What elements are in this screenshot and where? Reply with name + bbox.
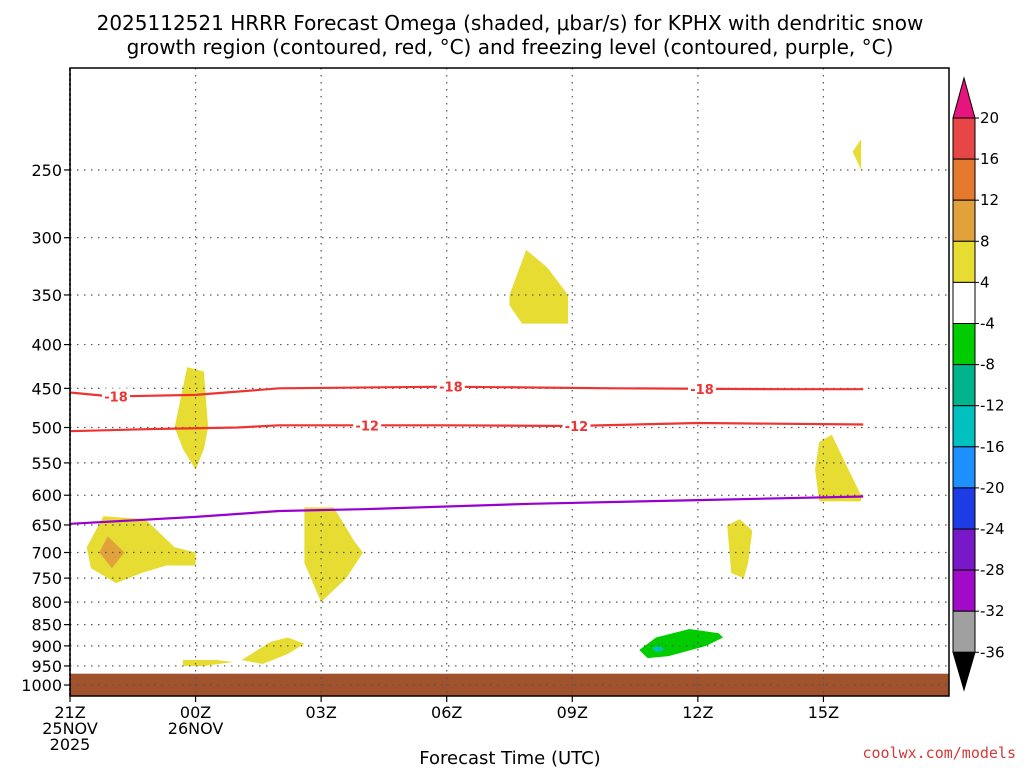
isotherm--12-label: -12 — [355, 419, 379, 434]
colorbar-swatch-0 — [952, 117, 976, 160]
colorbar-swatch-3 — [952, 240, 976, 283]
isotherm-label-bg — [688, 380, 717, 396]
isotherm--18-label: -18 — [439, 381, 463, 396]
isotherm-label-bg — [102, 388, 131, 404]
colorbar-top-arrow — [952, 76, 976, 119]
y-tick-label-800: 800 — [31, 593, 62, 612]
surface-fill — [70, 673, 949, 696]
colorbar-label-8: 8 — [980, 232, 990, 250]
isotherm-label-bg — [353, 417, 382, 433]
omega-region-1 — [99, 536, 125, 569]
isotherm-0-line — [69, 495, 864, 525]
colorbar-label-4: 4 — [980, 273, 990, 291]
y-tick-label-850: 850 — [31, 616, 62, 635]
x-tick-label-15Z: 15Z — [808, 703, 839, 722]
colorbar-label-12: 12 — [980, 191, 999, 209]
colorbar-label--36: -36 — [980, 643, 1005, 661]
plot-background — [70, 68, 949, 696]
y-tick-label-350: 350 — [31, 286, 62, 305]
chart-title-line-1: 2025112521 HRRR Forecast Omega (shaded, … — [97, 11, 924, 35]
surface-terrain — [70, 673, 949, 696]
pressure-axis: 250 300 350 400 450 500 550 600 650 700 750 800 850 9… — [21, 161, 70, 695]
colorbar-swatch-10 — [952, 528, 976, 571]
chart-title-line-2: growth region (contoured, red, °C) and f… — [127, 35, 894, 59]
omega-region-6 — [509, 249, 569, 324]
colorbar-swatch-6 — [952, 364, 976, 407]
colorbar-bottom-arrow — [952, 651, 976, 692]
colorbar-label--12: -12 — [980, 397, 1005, 415]
x-tick-label-2025: 2025 — [50, 735, 91, 754]
colorbar-swatch-12 — [952, 610, 976, 653]
y-tick-label-550: 550 — [31, 454, 62, 473]
plot-frame — [69, 67, 950, 697]
isotherm--12-label: -12 — [565, 420, 589, 435]
colorbar-swatch-8 — [952, 446, 976, 489]
x-tick-label-09Z: 09Z — [557, 703, 588, 722]
y-tick-label-1000: 1000 — [21, 676, 62, 695]
colorbar-label--20: -20 — [980, 479, 1005, 497]
isotherm-contours: -18 -18 -18 -12 -12 — [69, 378, 864, 525]
plot-border — [69, 67, 950, 697]
colorbar-label--8: -8 — [980, 356, 995, 374]
isotherm-label-bg — [436, 378, 465, 394]
y-tick-label-950: 950 — [31, 657, 62, 676]
isotherm--18-label: -18 — [104, 390, 128, 405]
x-tick-label-26NOV: 26NOV — [168, 719, 224, 738]
omega-region-8 — [815, 434, 862, 502]
omega-region-11 — [651, 645, 665, 652]
colorbar-label--16: -16 — [980, 438, 1005, 456]
x-tick-label-03Z: 03Z — [305, 703, 336, 722]
isotherm-label-bg — [562, 417, 591, 433]
colorbar-label-20: 20 — [980, 109, 999, 127]
colorbar-swatch-4 — [952, 281, 976, 324]
omega-region-9 — [852, 139, 862, 170]
x-tick-label-21Z: 21Z — [54, 703, 85, 722]
y-tick-label-700: 700 — [31, 544, 62, 563]
credit-text: coolwx.com/models — [862, 744, 1016, 762]
colorbar-swatch-5 — [952, 323, 976, 366]
omega-region-5 — [304, 507, 363, 603]
y-tick-label-250: 250 — [31, 161, 62, 180]
y-tick-label-900: 900 — [31, 637, 62, 656]
colorbar-label--28: -28 — [980, 561, 1005, 579]
y-tick-label-750: 750 — [31, 569, 62, 588]
x-tick-label-06Z: 06Z — [431, 703, 462, 722]
omega-region-0 — [86, 516, 196, 584]
omega-shading — [86, 139, 862, 666]
omega-region-2 — [174, 367, 209, 470]
omega-region-7 — [727, 519, 753, 579]
x-tick-label-25NOV: 25NOV — [42, 719, 98, 738]
colorbar-swatch-7 — [952, 405, 976, 448]
y-tick-label-650: 650 — [31, 516, 62, 535]
plot-area — [70, 68, 949, 696]
colorbar-label-16: 16 — [980, 150, 999, 168]
x-tick-label-00Z: 00Z — [180, 703, 211, 722]
colorbar-swatch-9 — [952, 487, 976, 530]
colorbar-swatch-2 — [952, 199, 976, 242]
x-axis-title: Forecast Time (UTC) — [419, 748, 600, 768]
colorbar-swatch-11 — [952, 569, 976, 612]
isotherm--18-label: -18 — [690, 383, 714, 398]
omega-region-4 — [241, 637, 305, 664]
y-tick-label-300: 300 — [31, 229, 62, 248]
colorbar-swatch-1 — [952, 158, 976, 201]
colorbar-label--24: -24 — [980, 520, 1005, 538]
colorbar-label--32: -32 — [980, 602, 1005, 620]
colorbar-label--4: -4 — [980, 315, 995, 333]
y-tick-label-500: 500 — [31, 418, 62, 437]
x-tick-label-12Z: 12Z — [682, 703, 713, 722]
y-tick-label-600: 600 — [31, 486, 62, 505]
y-tick-label-400: 400 — [31, 336, 62, 355]
y-tick-label-450: 450 — [31, 379, 62, 398]
colorbar: 20 16 12 8 4 -4 -8 -12 -16 -20 -24 -28 -32 -36 — [952, 76, 1005, 692]
